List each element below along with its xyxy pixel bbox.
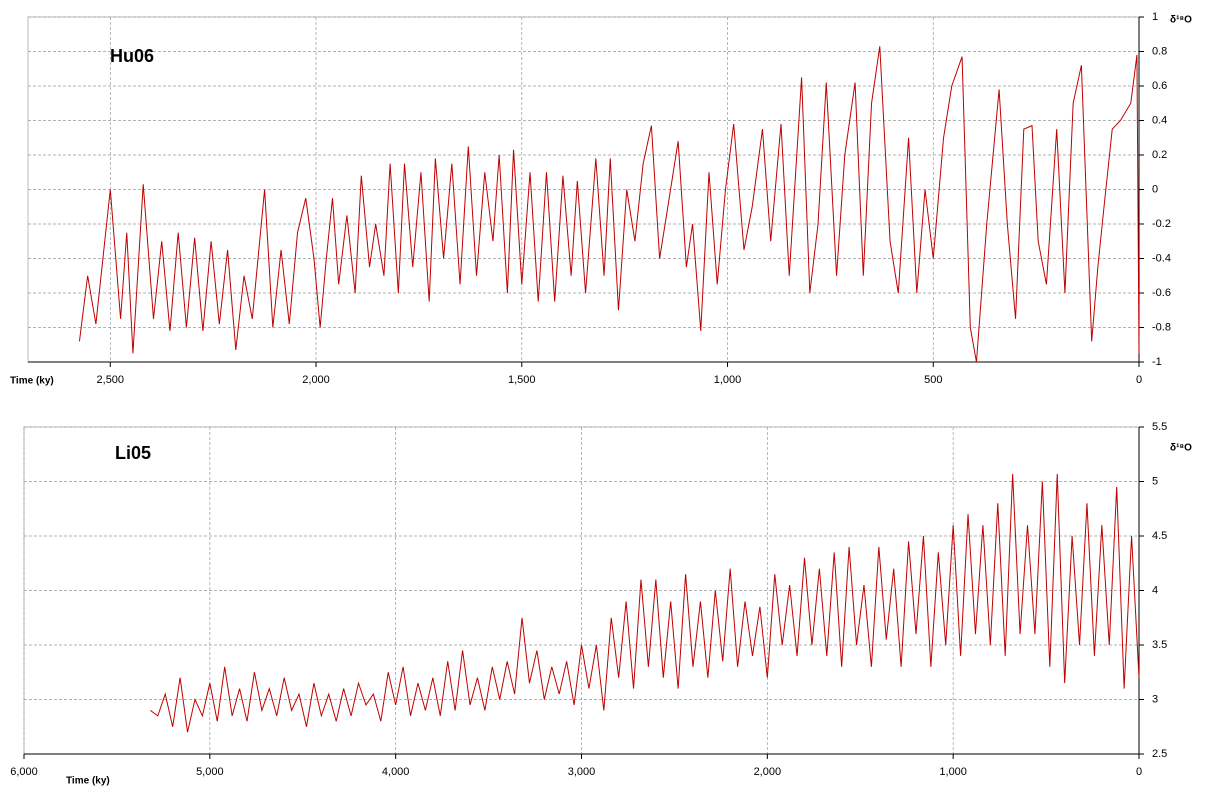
y-tick-label: -1 [1152, 356, 1162, 368]
y-tick-label: 4.5 [1152, 530, 1167, 542]
y-tick-label: -0.2 [1152, 218, 1171, 230]
x-tick-label: 0 [1136, 766, 1142, 778]
y-tick-label: 0.8 [1152, 45, 1167, 57]
x-axis-label: Time (ky) [10, 376, 54, 387]
chart-title: Hu06 [110, 46, 154, 66]
x-tick-label: 5,000 [196, 766, 224, 778]
x-tick-label: 2,000 [302, 374, 330, 386]
x-tick-label: 4,000 [382, 766, 410, 778]
y-tick-label: -0.6 [1152, 287, 1171, 299]
data-line [78, 46, 1140, 363]
y-tick-label: 0.4 [1152, 114, 1167, 126]
x-tick-label: 500 [924, 374, 942, 386]
x-axis-label: Time (ky) [66, 776, 110, 787]
x-tick-label: 1,000 [714, 374, 742, 386]
y-tick-label: 2.5 [1152, 748, 1167, 760]
y-tick-label: -0.4 [1152, 252, 1171, 264]
y-axis-label: δ¹⁸O [1170, 15, 1192, 26]
data-line [150, 473, 1140, 733]
y-tick-label: 0.2 [1152, 149, 1167, 161]
x-tick-label: 6,000 [10, 766, 38, 778]
chart-title: Li05 [115, 443, 151, 463]
y-tick-label: -0.8 [1152, 321, 1171, 333]
x-tick-label: 2,500 [97, 374, 125, 386]
y-tick-label: 1 [1152, 11, 1158, 23]
x-tick-label: 2,000 [754, 766, 782, 778]
y-tick-label: 3.5 [1152, 639, 1167, 651]
y-tick-label: 5 [1152, 475, 1158, 487]
x-tick-label: 1,500 [508, 374, 536, 386]
y-tick-label: 3 [1152, 693, 1158, 705]
x-tick-label: 0 [1136, 374, 1142, 386]
y-axis-label: δ¹⁸O [1170, 443, 1192, 454]
y-tick-label: 0.6 [1152, 80, 1167, 92]
y-tick-label: 5.5 [1152, 421, 1167, 433]
y-tick-label: 4 [1152, 584, 1158, 596]
x-tick-label: 3,000 [568, 766, 596, 778]
x-tick-label: 1,000 [939, 766, 967, 778]
y-tick-label: 0 [1152, 183, 1158, 195]
